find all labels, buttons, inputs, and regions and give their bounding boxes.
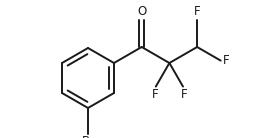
Text: F: F <box>181 87 187 101</box>
Text: F: F <box>223 54 229 67</box>
Text: Br: Br <box>81 135 95 138</box>
Text: O: O <box>137 5 146 18</box>
Text: F: F <box>194 5 200 18</box>
Text: F: F <box>152 87 158 101</box>
